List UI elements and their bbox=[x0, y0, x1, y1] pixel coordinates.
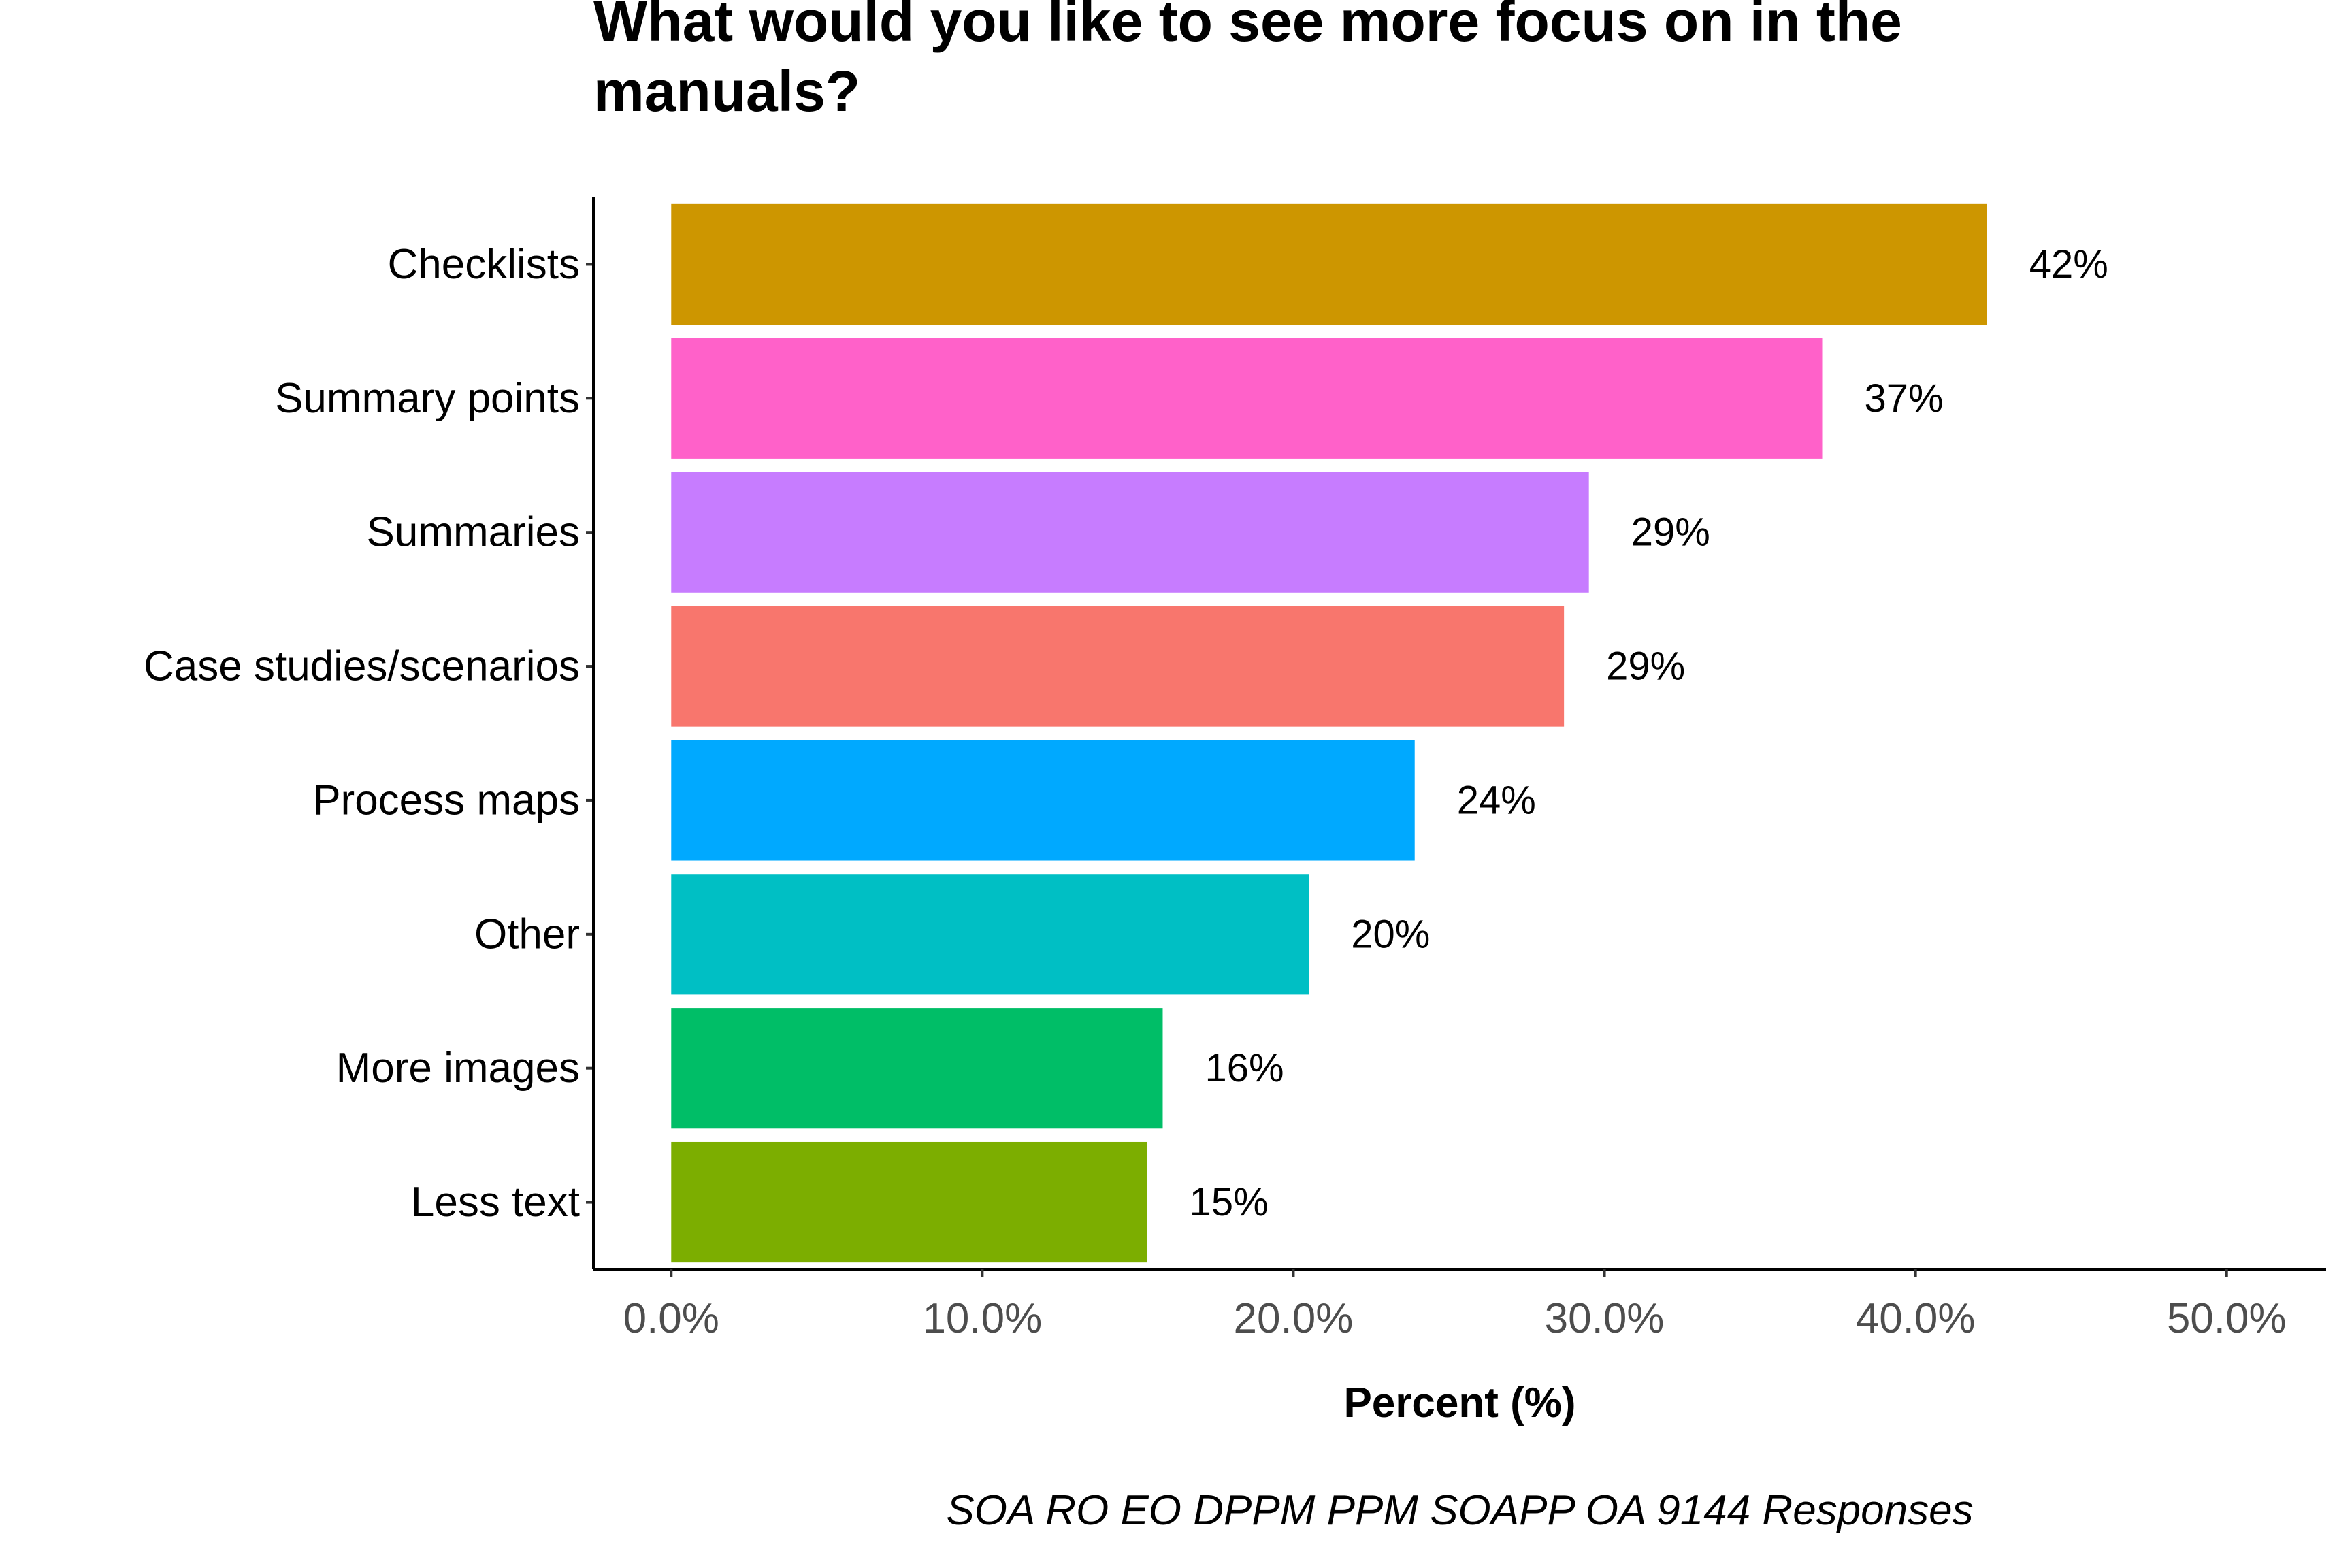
bar-value-label: 15% bbox=[1190, 1180, 1269, 1224]
x-tick-label: 30.0% bbox=[1545, 1295, 1665, 1342]
bar-value-label: 16% bbox=[1205, 1046, 1284, 1090]
x-tick-label: 50.0% bbox=[2167, 1295, 2287, 1342]
bar-value-label: 24% bbox=[1457, 778, 1536, 822]
bar bbox=[671, 606, 1565, 727]
x-tick-label: 20.0% bbox=[1234, 1295, 1354, 1342]
category-label: Checklists bbox=[387, 241, 580, 288]
bar-value-label: 42% bbox=[2029, 242, 2108, 287]
bar bbox=[671, 203, 1987, 325]
category-label: Summaries bbox=[366, 509, 580, 556]
category-label: Other bbox=[474, 911, 580, 958]
bar bbox=[671, 740, 1415, 861]
category-label: Case studies/scenarios bbox=[144, 643, 580, 690]
x-tick-label: 10.0% bbox=[922, 1295, 1042, 1342]
value-labels: 42% 37% 29% 29% 24% 20% 16% 15% bbox=[1190, 242, 2108, 1224]
chart-title: What would you like to see more focus on… bbox=[593, 0, 1902, 123]
chart-caption: SOA RO EO DPPM PPM SOAPP OA 9144 Respons… bbox=[946, 1487, 1973, 1534]
category-label: Less text bbox=[411, 1179, 580, 1226]
bar-value-label: 29% bbox=[1631, 510, 1710, 555]
x-axis-title: Percent (%) bbox=[1343, 1379, 1575, 1426]
bar-value-label: 29% bbox=[1606, 644, 1685, 689]
bar-value-label: 20% bbox=[1351, 912, 1430, 956]
category-label: Process maps bbox=[312, 777, 580, 823]
x-tick-label: 40.0% bbox=[1856, 1295, 1976, 1342]
chart-title-line: What would you like to see more focus on… bbox=[593, 0, 1902, 53]
bar bbox=[671, 338, 1823, 459]
category-label: More images bbox=[336, 1045, 580, 1092]
bars bbox=[671, 203, 1987, 1263]
x-axis-ticks: 0.0% 10.0% 20.0% 30.0% 40.0% 50.0% bbox=[623, 1269, 2287, 1342]
bar bbox=[671, 1141, 1147, 1263]
bar bbox=[671, 1008, 1163, 1129]
x-tick-label: 0.0% bbox=[623, 1295, 719, 1342]
category-labels: Checklists Summary points Summaries Case st… bbox=[144, 241, 593, 1226]
chart-title-line: manuals? bbox=[593, 59, 860, 123]
category-label: Summary points bbox=[275, 375, 580, 422]
axes bbox=[592, 197, 2326, 1271]
bar bbox=[671, 874, 1309, 995]
bar-value-label: 37% bbox=[1865, 376, 1944, 421]
bar bbox=[671, 472, 1589, 593]
